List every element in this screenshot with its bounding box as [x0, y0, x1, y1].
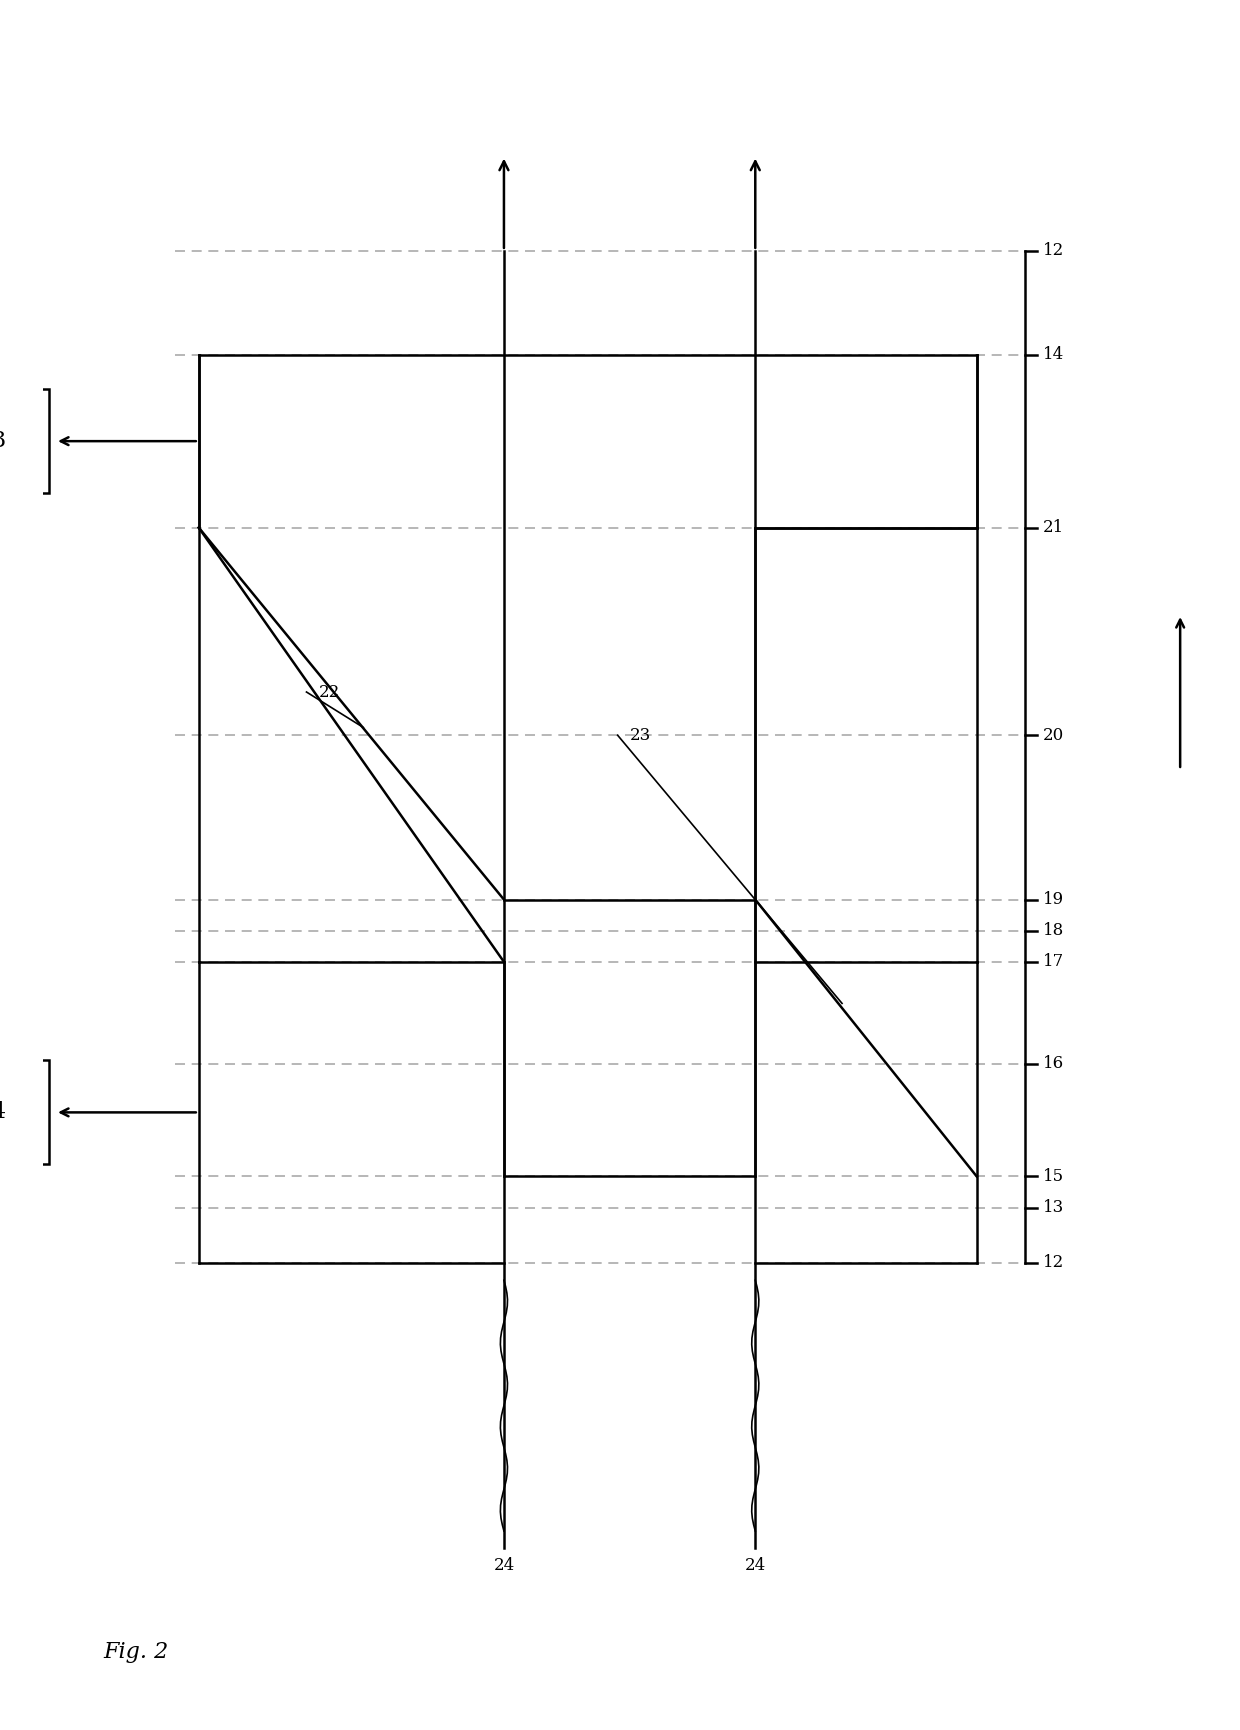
Text: 12: 12 [1043, 1254, 1064, 1272]
Text: 13: 13 [1043, 1199, 1064, 1216]
Text: 21: 21 [1043, 519, 1064, 536]
Bar [0, 389, 50, 493]
Text: 24: 24 [494, 1557, 515, 1574]
Bar [0, 1060, 50, 1164]
Text: Fig. 2: Fig. 2 [103, 1642, 169, 1663]
Text: 20: 20 [1043, 727, 1064, 744]
Text: 23: 23 [630, 727, 651, 744]
Text: 18: 18 [1043, 922, 1064, 939]
Text: 14: 14 [1043, 346, 1064, 363]
Text: 3: 3 [0, 431, 5, 452]
Text: 19: 19 [1043, 891, 1064, 908]
Text: 24: 24 [745, 1557, 766, 1574]
Text: 15: 15 [1043, 1168, 1064, 1185]
Text: 12: 12 [1043, 242, 1064, 260]
Text: 16: 16 [1043, 1055, 1064, 1073]
Text: 22: 22 [319, 683, 340, 701]
Text: 17: 17 [1043, 953, 1064, 971]
Text: 4: 4 [0, 1102, 5, 1123]
